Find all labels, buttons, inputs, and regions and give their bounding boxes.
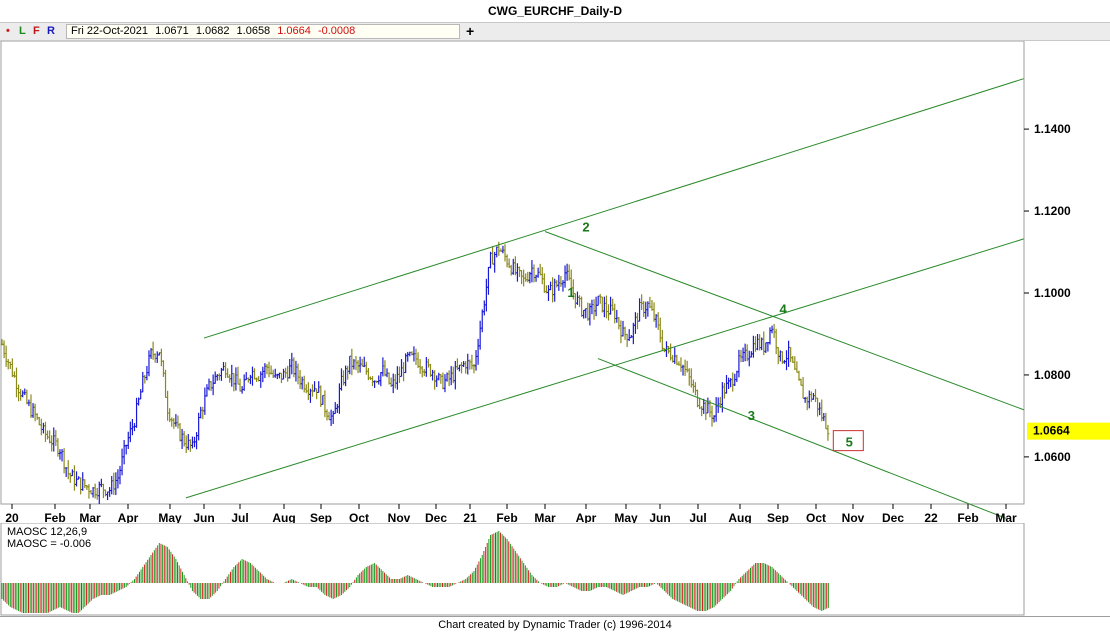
ohlc-readout: Fri 22-Oct-2021 1.0671 1.0682 1.0658 1.0… <box>66 24 460 39</box>
info-date: Fri 22-Oct-2021 <box>71 25 149 37</box>
x-tick-label: Sep <box>767 511 789 525</box>
x-tick-label: 21 <box>463 511 477 525</box>
price-bar <box>826 424 830 441</box>
x-tick-label: Mar <box>995 511 1017 525</box>
x-tick-label: 22 <box>924 511 938 525</box>
x-tick-label: 20 <box>5 511 19 525</box>
y-tick-label: 1.1000 <box>1034 286 1071 300</box>
info-change: -0.0008 <box>317 25 356 37</box>
x-tick-label: Dec <box>882 511 904 525</box>
x-axis: 20 Feb Mar Apr May Jun Jul Aug Sep Oct Nov Dec 21 Feb… <box>5 504 1017 525</box>
credit-footer: Chart created by Dynamic Trader (c) 1996… <box>0 616 1110 633</box>
x-tick-label: Jul <box>689 511 706 525</box>
toolbar-f-button[interactable]: F <box>33 25 40 37</box>
x-tick-label: Aug <box>728 511 751 525</box>
x-tick-label: Mar <box>534 511 556 525</box>
channel-line <box>597 358 1007 519</box>
x-tick-label: Oct <box>806 511 826 525</box>
channel-line <box>544 231 1024 411</box>
y-tick-label: 1.1200 <box>1034 204 1071 218</box>
channel-line <box>203 78 1024 339</box>
channel-lines <box>185 78 1024 519</box>
x-tick-label: Nov <box>842 511 865 525</box>
x-tick-label: Mar <box>79 511 101 525</box>
x-tick-label: Jun <box>649 511 670 525</box>
info-low: 1.0658 <box>236 25 271 37</box>
wave-labels: 1 2 3 4 5 <box>567 220 853 450</box>
wave-5-marker-box <box>832 430 864 452</box>
x-tick-label: Feb <box>44 511 65 525</box>
oscillator-name: MAOSC 12,26,9 <box>7 526 87 538</box>
x-tick-label: Nov <box>388 511 411 525</box>
x-tick-label: Aug <box>272 511 295 525</box>
window-title: CWG_EURCHF_Daily-D <box>0 0 1110 23</box>
last-price-label: 1.0664 <box>1033 424 1070 438</box>
price-chart[interactable]: 1 2 3 4 5 1.1400 1.1200 1.1000 1.0800 1.0600 20 F… <box>0 41 1110 526</box>
oscillator-value: MAOSC = -0.006 <box>7 538 91 550</box>
x-tick-label: Oct <box>349 511 369 525</box>
price-plot-area <box>0 41 1025 505</box>
wave-label-2: 2 <box>582 220 589 235</box>
price-bars <box>0 241 830 505</box>
oscillator-chart: MAOSC 12,26,9 MAOSC = -0.006 <box>0 523 1025 616</box>
toolbar-r-button[interactable]: R <box>47 25 55 37</box>
toolbar-l-button[interactable]: L <box>19 25 26 37</box>
y-tick-label: 1.0600 <box>1034 450 1071 464</box>
y-tick-label: 1.1400 <box>1034 122 1071 136</box>
y-axis: 1.1400 1.1200 1.1000 1.0800 1.0600 <box>1024 122 1071 464</box>
x-tick-label: Apr <box>118 511 139 525</box>
x-tick-label: May <box>158 511 182 525</box>
x-tick-label: Jun <box>193 511 214 525</box>
oscillator-histogram <box>1 531 829 613</box>
y-tick-label: 1.0800 <box>1034 368 1071 382</box>
x-tick-label: Sep <box>310 511 332 525</box>
x-tick-label: Dec <box>425 511 447 525</box>
x-tick-label: Feb <box>957 511 978 525</box>
info-open: 1.0671 <box>155 25 189 37</box>
add-button[interactable]: + <box>466 23 475 39</box>
x-tick-label: Feb <box>496 511 517 525</box>
wave-label-1: 1 <box>567 285 574 300</box>
wave-label-4: 4 <box>779 301 787 316</box>
last-price-tag: 1.0664 <box>1027 422 1110 440</box>
info-toolbar: • L F R Fri 22-Oct-2021 1.0671 1.0682 1.… <box>0 23 1110 41</box>
x-tick-label: Apr <box>576 511 597 525</box>
status-dot-icon: • <box>6 25 10 37</box>
wave-label-5: 5 <box>846 435 853 450</box>
wave-label-3: 3 <box>748 408 755 423</box>
x-tick-label: Jul <box>231 511 248 525</box>
info-close: 1.0664 <box>277 25 311 37</box>
info-high: 1.0682 <box>195 25 230 37</box>
x-tick-label: May <box>614 511 638 525</box>
channel-line <box>185 238 1024 499</box>
